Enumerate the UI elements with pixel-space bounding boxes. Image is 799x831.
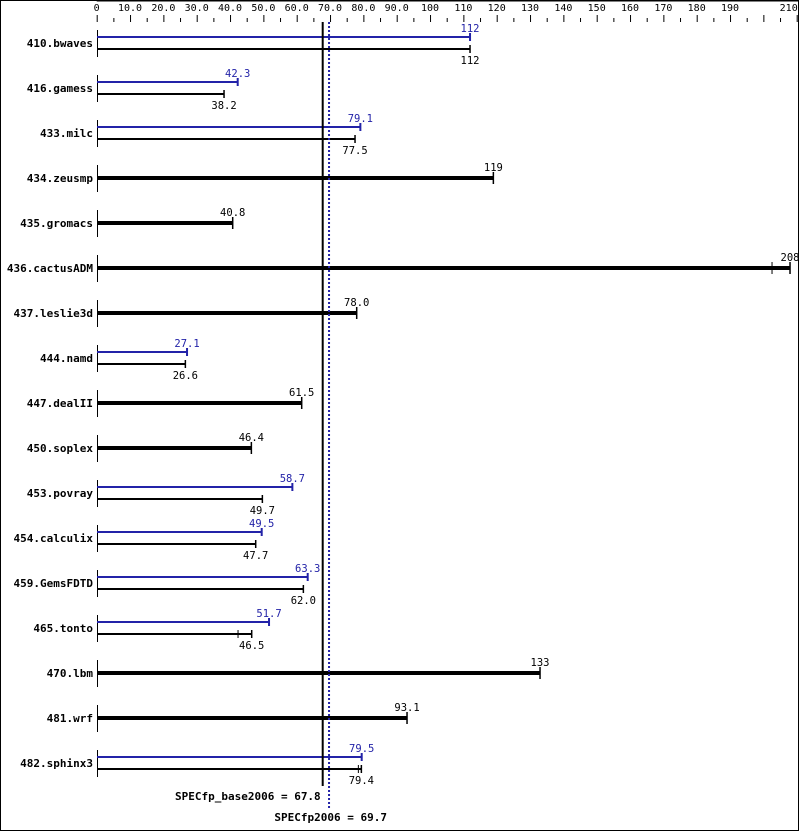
x-tick-label: 180 [688,3,706,14]
benchmark-label: 435.gromacs [20,217,93,230]
peak-value-label: 58.7 [280,473,305,485]
base-value-label: 78.0 [344,297,369,309]
x-tick-label: 170 [654,3,672,14]
benchmark-row: 454.calculix 49.5 47.7 [14,518,275,562]
base-value-label: 93.1 [394,702,419,714]
benchmark-row: 453.povray 58.7 49.7 [27,473,305,517]
benchmark-row: 481.wrf 93.1 [47,702,420,732]
benchmark-row: 450.soplex 46.4 [27,432,264,462]
benchmark-row: 434.zeusmp 119 [27,162,503,192]
x-tick-label: 0 [94,3,100,14]
x-tick-label: 30.0 [185,3,209,14]
peak-value-label: 42.3 [225,68,250,80]
base-mean-label: SPECfp_base2006 = 67.8 [175,790,321,803]
peak-mean-label: SPECfp2006 = 69.7 [274,811,387,824]
x-tick-label: 120 [488,3,506,14]
x-tick-label: 20.0 [151,3,175,14]
benchmark-label: 433.milc [40,127,93,140]
x-tick-label: 80.0 [351,3,375,14]
benchmark-row: 435.gromacs 40.8 [20,207,245,237]
x-tick-label: 40.0 [218,3,242,14]
base-value-label: 47.7 [243,550,268,562]
x-tick-label: 190 [721,3,739,14]
benchmark-label: 454.calculix [14,532,94,545]
benchmark-label: 436.cactusADM [7,262,93,275]
peak-value-label: 51.7 [256,608,281,620]
x-tick-label: 100 [421,3,439,14]
benchmark-label: 434.zeusmp [27,172,94,185]
benchmark-label: 416.gamess [27,82,93,95]
x-tick-label: 210 [780,3,798,14]
benchmark-row: 447.dealII 61.5 [27,387,314,417]
benchmark-label: 437.leslie3d [14,307,93,320]
x-tick-label: 110 [454,3,472,14]
benchmark-label: 410.bwaves [27,37,93,50]
base-value-label: 38.2 [211,100,236,112]
base-value-label: 62.0 [291,595,316,607]
benchmark-label: 444.namd [40,352,93,365]
base-value-label: 112 [461,55,480,67]
x-tick-label: 130 [521,3,539,14]
benchmark-label: 459.GemsFDTD [14,577,94,590]
benchmark-label: 450.soplex [27,442,94,455]
benchmark-row: 465.tonto 51.7 46.5 [33,608,281,652]
benchmark-label: 470.lbm [47,667,94,680]
peak-value-label: 79.5 [349,743,374,755]
x-tick-label: 10.0 [118,3,142,14]
base-value-label: 61.5 [289,387,314,399]
base-value-label: 79.4 [349,775,374,787]
peak-value-label: 112 [461,23,480,35]
x-tick-label: 140 [554,3,572,14]
benchmark-label: 465.tonto [33,622,93,635]
base-value-label: 40.8 [220,207,245,219]
benchmark-label: 447.dealII [27,397,93,410]
base-value-label: 119 [484,162,503,174]
x-tick-label: 90.0 [385,3,409,14]
benchmark-row: 436.cactusADM 208 [7,252,799,282]
base-value-label: 26.6 [173,370,198,382]
base-value-label: 49.7 [250,505,275,517]
benchmark-row: 470.lbm 133 [47,657,550,687]
benchmark-label: 482.sphinx3 [20,757,93,770]
base-value-label: 77.5 [342,145,367,157]
x-tick-label: 50.0 [251,3,275,14]
benchmark-label: 453.povray [27,487,94,500]
x-tick-label: 160 [621,3,639,14]
peak-value-label: 49.5 [249,518,274,530]
peak-value-label: 63.3 [295,563,320,575]
x-tick-label: 70.0 [318,3,342,14]
benchmark-row: 416.gamess 42.3 38.2 [27,68,251,112]
benchmark-label: 481.wrf [47,712,93,725]
benchmark-row: 444.namd 27.1 26.6 [40,338,200,382]
base-value-label: 46.5 [239,640,264,652]
peak-value-label: 27.1 [174,338,199,350]
benchmark-row: 410.bwaves 112 112 [27,23,480,67]
peak-value-label: 79.1 [348,113,373,125]
benchmark-row: 437.leslie3d 78.0 [14,297,369,327]
benchmark-row: 433.milc 79.1 77.5 [40,113,373,157]
x-tick-label: 150 [588,3,606,14]
benchmark-row: 482.sphinx3 79.5 79.4 [20,743,374,787]
base-value-label: 208 [781,252,799,264]
benchmark-row: 459.GemsFDTD 63.3 62.0 [14,563,321,607]
x-tick-label: 60.0 [285,3,309,14]
base-value-label: 133 [531,657,550,669]
base-value-label: 46.4 [239,432,264,444]
